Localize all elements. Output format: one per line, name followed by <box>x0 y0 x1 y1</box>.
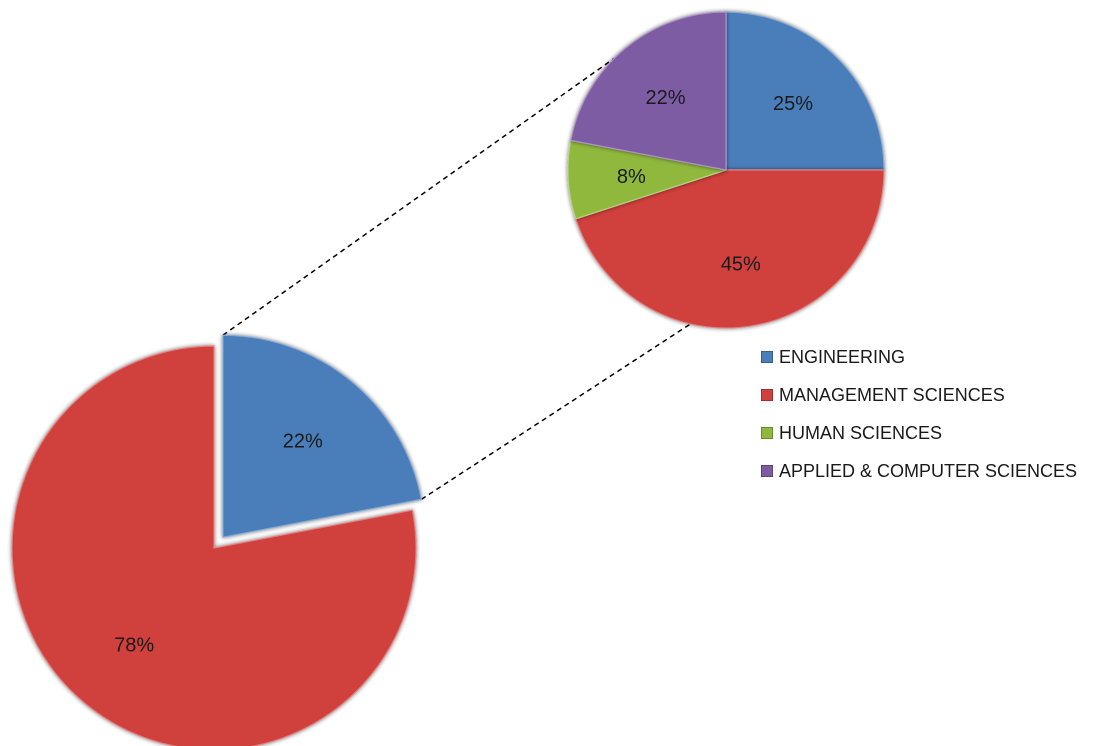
legend-item-applied-computer-sciences: APPLIED & COMPUTER SCIENCES <box>761 452 1077 490</box>
legend-swatch <box>761 389 773 401</box>
secondary-pie: 25% 45% 8% 22% <box>567 11 885 329</box>
legend-swatch <box>761 427 773 439</box>
main-pie-label-management-sciences: 78% <box>114 634 154 656</box>
main-pie-slice-management-sciences <box>11 345 417 746</box>
main-pie: 22% 78% <box>11 334 423 746</box>
legend-swatch <box>761 465 773 477</box>
secondary-pie-label-management-sciences: 45% <box>721 254 761 276</box>
legend-swatch <box>761 351 773 363</box>
legend-item-engineering: ENGINEERING <box>761 338 1077 376</box>
legend: ENGINEERING MANAGEMENT SCIENCES HUMAN SC… <box>761 338 1077 490</box>
legend-label: APPLIED & COMPUTER SCIENCES <box>779 460 1078 481</box>
secondary-pie-slice-management-sciences <box>574 169 885 329</box>
main-pie-slice-engineering <box>222 334 423 538</box>
legend-label: ENGINEERING <box>779 346 906 367</box>
legend-label: MANAGEMENT SCIENCES <box>779 384 1005 405</box>
connector-line-bottom <box>420 323 691 500</box>
legend-item-management-sciences: MANAGEMENT SCIENCES <box>761 376 1077 414</box>
legend-item-human-sciences: HUMAN SCIENCES <box>761 414 1077 452</box>
secondary-pie-label-human-sciences: 8% <box>617 166 646 188</box>
legend-label: HUMAN SCIENCES <box>779 422 943 443</box>
connector-lines <box>222 57 691 500</box>
secondary-pie-label-engineering: 25% <box>773 93 813 115</box>
secondary-pie-label-applied-computer-sciences: 22% <box>646 87 686 109</box>
secondary-pie-slice-engineering <box>725 11 885 171</box>
main-pie-label-engineering: 22% <box>283 431 323 453</box>
connector-line-top <box>222 57 615 336</box>
secondary-pie-slice-applied-computer-sciences <box>570 11 727 171</box>
